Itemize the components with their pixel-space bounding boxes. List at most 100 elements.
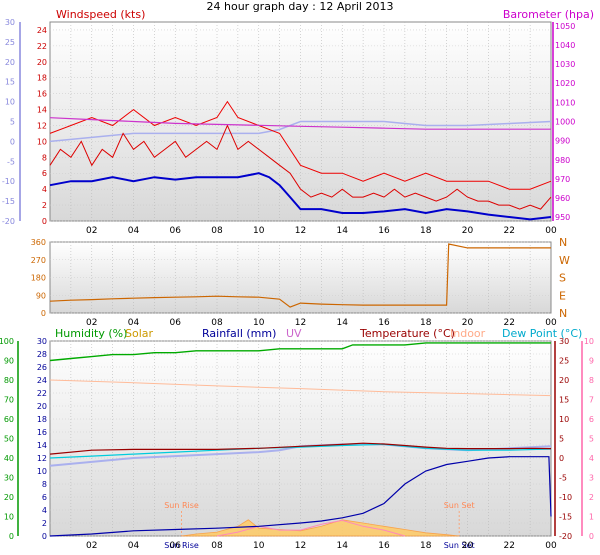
compass-label: S (559, 272, 566, 285)
legend-entry: Windspeed (kts) (56, 8, 145, 21)
sun-marker-axis-label: Sun Set (444, 541, 475, 550)
rainfall-tick-label: 20 (37, 402, 47, 411)
temperature-tick-label: 25 (5, 38, 15, 47)
rainfall-tick-label: 0 (42, 532, 47, 541)
temperature-tick-label: -10 (559, 493, 572, 502)
rainfall-tick-label: 8 (42, 480, 47, 489)
temperature-tick-label: -15 (2, 197, 15, 206)
wind-barometer-panel: 024681012141618202224-20-15-10-505101520… (2, 8, 594, 236)
windspeed-tick-label: 18 (37, 74, 47, 83)
x-tick-label: 22 (504, 318, 515, 328)
temperature-tick-label: 15 (559, 396, 569, 405)
windspeed-tick-label: 20 (37, 58, 47, 67)
legend-entry: Humidity (%) (55, 327, 127, 340)
uv-tick-label: 1 (589, 513, 594, 522)
humidity-tick-label: 50 (4, 435, 14, 444)
windspeed-tick-label: 2 (42, 201, 47, 210)
rainfall-tick-label: 2 (42, 519, 47, 528)
sun-marker-label: Sun Rise (164, 501, 199, 510)
x-tick-label: 10 (253, 318, 265, 328)
windspeed-tick-label: 16 (37, 90, 47, 99)
page-title: 24 hour graph day : 12 April 2013 (206, 0, 394, 13)
x-tick-label: 12 (295, 318, 306, 328)
temperature-tick-label: 15 (5, 78, 15, 87)
series-line-windspeed-kts- (49, 124, 552, 210)
series-line-uv (216, 519, 406, 537)
humidity-tick-label: 90 (4, 357, 14, 366)
barometer-tick-label: 960 (555, 194, 570, 203)
temperature-tick-label: 20 (5, 58, 15, 67)
compass-label: E (559, 289, 566, 302)
series-line-wind-direction (49, 243, 551, 308)
series-line-rainfall (49, 456, 552, 537)
rainfall-tick-label: 18 (37, 415, 47, 424)
uv-tick-label: 8 (589, 376, 594, 385)
barometer-tick-label: 970 (555, 175, 570, 184)
x-tick-label: 06 (170, 226, 182, 236)
x-tick-label: 08 (211, 541, 223, 551)
windspeed-tick-label: 14 (37, 106, 47, 115)
windspeed-tick-label: 4 (42, 185, 47, 194)
rainfall-tick-label: 12 (37, 454, 47, 463)
x-tick-label: 06 (170, 541, 182, 551)
temperature-tick-label: -10 (2, 177, 15, 186)
uv-tick-label: 5 (589, 435, 594, 444)
x-tick-label: 00 (545, 541, 557, 551)
x-tick-label: 16 (378, 318, 390, 328)
x-tick-label: 10 (253, 226, 265, 236)
legend-entry: Dew Point (°C) (502, 327, 582, 340)
x-tick-label: 02 (86, 226, 97, 236)
compass-label: N (559, 307, 567, 320)
x-tick-label: 04 (128, 318, 140, 328)
temperature-tick-label: 30 (559, 337, 569, 346)
humidity-tick-label: 10 (4, 513, 14, 522)
series-line-dew-point (49, 443, 552, 459)
x-tick-label: 18 (420, 541, 432, 551)
humidity-rain-temperature-panel: 0102030405060708090100024681012141618202… (0, 327, 594, 551)
temperature-tick-label: 30 (5, 18, 15, 27)
rainfall-tick-label: 16 (37, 428, 47, 437)
humidity-tick-label: 100 (0, 337, 14, 346)
humidity-tick-label: 80 (4, 376, 14, 385)
temperature-tick-label: 5 (559, 435, 564, 444)
temperature-tick-label: 10 (559, 415, 569, 424)
x-tick-label: 02 (86, 318, 97, 328)
temperature-tick-label: 0 (10, 137, 15, 146)
barometer-tick-label: 1040 (555, 41, 575, 50)
x-tick-label: 16 (378, 541, 390, 551)
uv-tick-label: 0 (589, 532, 594, 541)
direction-tick-label: 180 (31, 274, 46, 283)
windspeed-tick-label: 0 (42, 217, 47, 226)
uv-tick-label: 7 (589, 396, 594, 405)
rainfall-tick-label: 4 (42, 506, 47, 515)
temperature-tick-label: -20 (559, 532, 572, 541)
temperature-tick-label: 5 (10, 118, 15, 127)
series-line-windspeed-average (49, 172, 552, 221)
windspeed-tick-label: 12 (37, 121, 47, 130)
x-tick-label: 04 (128, 226, 140, 236)
legend-entry: UV (286, 327, 302, 340)
series-line-temperature (49, 442, 552, 455)
barometer-tick-label: 1020 (555, 79, 575, 88)
x-tick-label: 16 (378, 226, 390, 236)
x-tick-label: 20 (462, 541, 474, 551)
rainfall-tick-label: 28 (37, 350, 47, 359)
uv-tick-label: 9 (589, 357, 594, 366)
legend-entry: Solar (125, 327, 154, 340)
x-tick-label: 10 (253, 541, 265, 551)
barometer-tick-label: 1030 (555, 60, 575, 69)
x-tick-label: 12 (295, 541, 306, 551)
x-tick-label: 18 (420, 318, 432, 328)
temperature-tick-label: -15 (559, 513, 572, 522)
rainfall-tick-label: 22 (37, 389, 47, 398)
x-tick-label: 20 (462, 318, 474, 328)
barometer-tick-label: 1010 (555, 98, 575, 107)
temperature-tick-label: 20 (559, 376, 569, 385)
windspeed-tick-label: 24 (37, 26, 47, 35)
temperature-tick-label: -5 (7, 157, 15, 166)
x-tick-label: 22 (504, 226, 515, 236)
barometer-tick-label: 980 (555, 156, 570, 165)
humidity-tick-label: 0 (9, 532, 14, 541)
